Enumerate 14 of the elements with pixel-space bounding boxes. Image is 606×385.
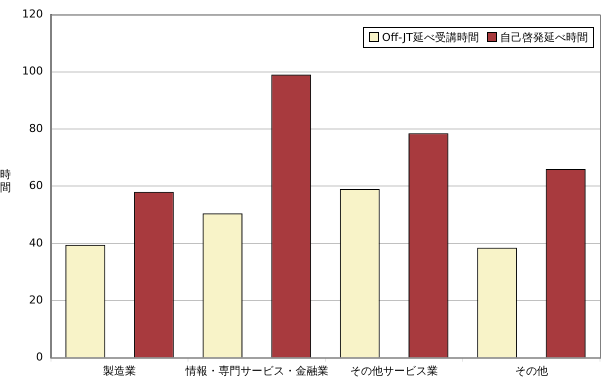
x-tick-label: その他 bbox=[514, 364, 548, 378]
y-tick-label: 20 bbox=[28, 293, 43, 306]
x-tick-label: 製造業 bbox=[103, 364, 136, 378]
y-tick-label: 120 bbox=[22, 7, 43, 20]
y-tick-label: 40 bbox=[28, 236, 43, 250]
y-tick-label: 60 bbox=[28, 179, 43, 192]
legend-label: 自己啓発延べ時間 bbox=[500, 30, 588, 45]
y-tick-label: 0 bbox=[36, 350, 43, 364]
y-tick-label: 100 bbox=[22, 64, 43, 78]
x-tick-label: 情報・専門サービス・金融業 bbox=[184, 364, 328, 378]
y-axis-title: 時間 bbox=[0, 168, 12, 194]
legend-label: Off-JT延べ受講時間 bbox=[382, 30, 479, 45]
y-tick-label: 80 bbox=[28, 122, 43, 135]
x-tick-label: その他サービス業 bbox=[350, 364, 438, 378]
